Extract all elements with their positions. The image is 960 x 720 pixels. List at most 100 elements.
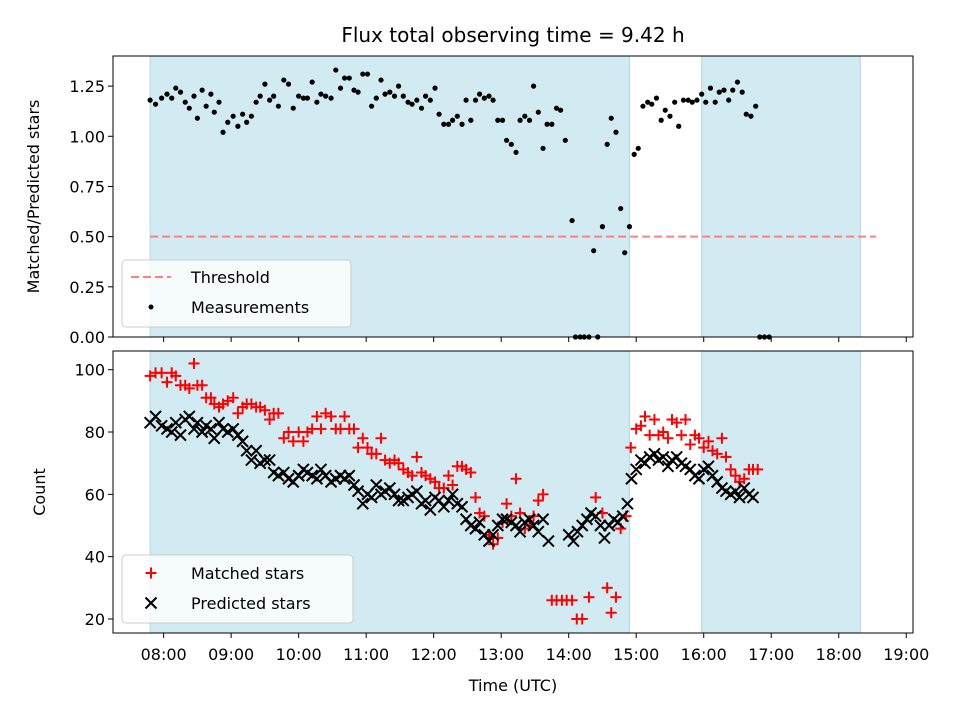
matched-star-point	[601, 582, 613, 594]
bottom-y-ticks: 20 40 60 80 100	[74, 361, 113, 629]
measurement-point	[672, 99, 678, 105]
measurement-point	[530, 83, 537, 89]
cross-b	[319, 469, 332, 482]
predicted-star-point	[446, 488, 459, 501]
x-tick-label: 08:00	[141, 645, 187, 664]
cross-b	[347, 478, 361, 492]
matched-star-point	[725, 463, 737, 475]
measurement-point	[378, 77, 384, 83]
measurement-point	[230, 113, 236, 119]
measurement-point	[314, 99, 320, 105]
x-axis-label: Time (UTC)	[468, 676, 557, 695]
predicted-star-point	[442, 494, 455, 507]
measurement-point	[743, 111, 749, 117]
predicted-star-point	[486, 528, 500, 542]
matched-star-point	[447, 479, 459, 491]
measurement-point	[164, 91, 170, 97]
matched-star-point	[510, 473, 522, 485]
cross-b	[249, 444, 263, 457]
predicted-star-point	[236, 435, 249, 448]
cross-b	[410, 485, 424, 498]
predicted-star-point	[580, 513, 594, 526]
x-tick-label: 14:00	[546, 645, 592, 664]
matched-star-point	[393, 457, 405, 469]
cross-b	[505, 516, 518, 529]
cross-b	[491, 519, 505, 532]
measurement-point	[680, 97, 687, 103]
cross-b	[432, 494, 446, 507]
x-tick-label: 12:00	[411, 645, 457, 664]
cross-b	[392, 494, 405, 507]
cross-b	[746, 491, 760, 504]
predicted-star-point	[746, 491, 760, 504]
matched-star-point	[610, 591, 622, 603]
x-tick-label: 13:00	[478, 645, 524, 664]
cross-b	[240, 444, 253, 457]
cross-b	[496, 513, 509, 526]
measurement-points	[147, 67, 772, 340]
measurement-point	[557, 107, 564, 113]
cross-b	[509, 519, 523, 532]
cross-b	[719, 485, 733, 498]
cross-b	[580, 513, 594, 526]
measurement-point	[753, 103, 759, 109]
matched-star-point	[648, 414, 660, 426]
cross-b	[231, 428, 245, 442]
cross-b	[204, 422, 218, 436]
cross-b	[292, 469, 305, 482]
cross-b	[532, 525, 545, 538]
measurement-point	[535, 109, 541, 115]
measurement-point	[486, 93, 492, 99]
y-tick-label: 0.75	[69, 177, 105, 196]
top-legend: Threshold Measurements	[121, 259, 352, 328]
measurement-point	[499, 117, 506, 123]
legend-cross-marker	[144, 596, 158, 610]
measurement-point	[685, 97, 691, 103]
measurement-point	[712, 99, 718, 105]
measurement-point	[445, 121, 452, 127]
measurement-point	[432, 85, 438, 91]
measurement-point	[364, 71, 371, 77]
measurement-point	[472, 97, 479, 103]
cross-b	[455, 500, 469, 514]
matched-star-point	[339, 410, 351, 422]
measurement-point	[318, 91, 324, 97]
measurement-point	[549, 121, 555, 127]
measurement-point	[418, 105, 425, 111]
x-tick-label: 09:00	[208, 645, 254, 664]
measurement-point	[203, 103, 209, 109]
measurement-point	[591, 248, 597, 254]
predicted-star-point	[231, 428, 245, 442]
measurement-point	[341, 75, 348, 81]
cross-b	[216, 422, 230, 436]
cross-b	[598, 531, 611, 545]
predicted-star-point	[459, 513, 473, 526]
measurement-point	[296, 93, 302, 99]
cross-b	[702, 460, 715, 473]
cross-b	[212, 416, 226, 429]
measurement-point	[540, 145, 546, 151]
x-tick-label: 15:00	[613, 645, 659, 664]
measurement-point	[645, 99, 651, 105]
measurement-point	[382, 91, 388, 97]
measurement-point	[373, 95, 379, 101]
predicted-star-point	[625, 472, 638, 485]
measurement-point	[333, 67, 339, 73]
matched-star-point	[698, 442, 710, 454]
measurement-point	[508, 141, 514, 147]
cross-b	[478, 528, 491, 542]
cross-b	[388, 488, 401, 501]
predicted-star-point	[496, 513, 509, 526]
matched-star-point	[278, 432, 290, 444]
measurement-point	[721, 87, 727, 93]
measurement-point	[337, 85, 344, 91]
chart-title: Flux total observing time = 9.42 h	[341, 23, 684, 47]
measurement-point	[699, 91, 705, 97]
predicted-star-point	[567, 534, 580, 548]
measurement-point	[730, 87, 736, 93]
matched-star-point	[470, 491, 482, 503]
measurement-point	[225, 119, 231, 125]
matched-star-point	[537, 488, 549, 500]
matched-star-point	[566, 594, 578, 606]
measurement-point	[626, 224, 633, 230]
